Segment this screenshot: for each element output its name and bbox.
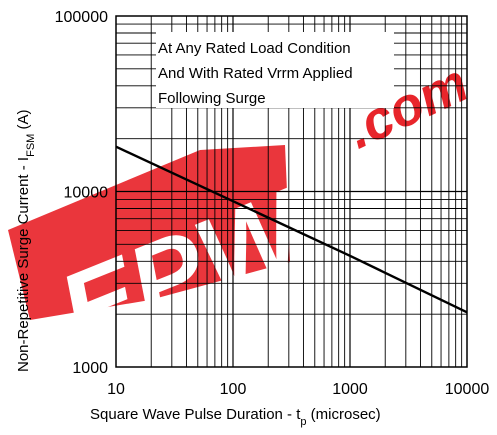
x-axis-title: Square Wave Pulse Duration - tp (microse… — [90, 406, 381, 428]
plot-frame — [115, 15, 468, 368]
y-tick-label: 100000 — [55, 9, 108, 26]
x-axis-title-main: Square Wave Pulse Duration - t — [90, 406, 301, 423]
y-axis-title: Non-Repetitive Surge Current - IFSM (A) — [15, 110, 37, 373]
x-tick-label: 10 — [107, 381, 125, 398]
x-axis-title-sub: p — [300, 416, 306, 428]
x-axis-title-tail: (microsec) — [307, 406, 381, 423]
watermark-shape — [8, 145, 290, 320]
x-tick-label: 10000 — [445, 381, 490, 398]
annotation-box — [156, 32, 394, 108]
annotation-line-2: And With Rated Vrrm Applied — [158, 65, 353, 82]
x-tick-label: 100 — [220, 381, 247, 398]
series-line — [115, 145, 468, 314]
y-axis-title-tail: (A) — [15, 110, 32, 134]
tick-labels: 10 100 1000 10000 100000 10000 1000 — [55, 9, 490, 398]
y-tick-label: 10000 — [64, 185, 109, 202]
y-tick-label: 1000 — [72, 360, 108, 377]
y-axis-title-main: Non-Repetitive Surge Current - I — [15, 157, 32, 372]
annotation-line-3: Following Surge — [158, 90, 266, 107]
annotation-line-1: At Any Rated Load Condition — [158, 40, 351, 57]
x-tick-label: 1000 — [332, 381, 368, 398]
series — [115, 145, 468, 314]
y-axis-title-sub: FSM — [25, 134, 37, 157]
